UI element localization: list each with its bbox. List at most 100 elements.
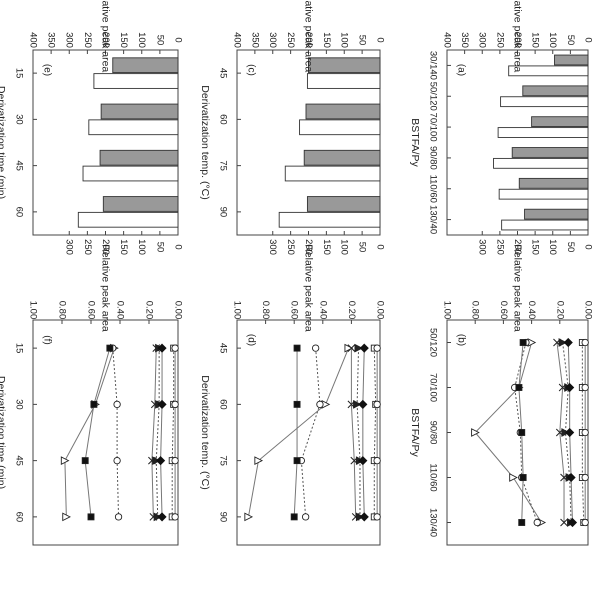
bar-series-2: [299, 119, 381, 136]
line-series-7: [171, 348, 175, 517]
bar-series-2: [497, 127, 589, 138]
point-series-2: [113, 400, 121, 409]
category-axis-title: Derivatization temp. (°C): [199, 85, 211, 199]
point-series-8: [581, 428, 589, 437]
point-series-3: [290, 513, 298, 521]
bar-series-1: [306, 196, 381, 212]
value-tick-label: 250: [82, 32, 93, 48]
category-tick-label: 45: [13, 160, 24, 171]
value-tick-label: 0.40: [114, 301, 125, 320]
value-tick-label: 0: [582, 244, 593, 249]
point-series-8: [171, 456, 179, 465]
point-series-8: [171, 400, 179, 409]
point-series-8: [373, 456, 381, 465]
category-tick-label: 90/80: [427, 146, 438, 170]
value-tick-label: 350: [249, 32, 260, 48]
value-tick-label: 0.00: [374, 301, 385, 320]
point-series-6: [565, 382, 575, 393]
point-series-3: [519, 474, 527, 481]
value-tick-label: 0: [172, 244, 183, 249]
value-tick-label: 0.20: [346, 301, 357, 320]
category-tick-label: 70/100: [427, 113, 438, 142]
value-tick-label: 0.20: [143, 301, 154, 320]
value-tick-label: 0: [374, 244, 385, 249]
line-series-3: [293, 348, 298, 517]
point-series-1: [471, 428, 480, 437]
value-tick-label: 250: [285, 32, 296, 48]
value-tick-label: 200: [303, 239, 314, 255]
bar-series-2: [306, 73, 381, 89]
value-tick-label: 0: [374, 37, 385, 42]
bar-series-2: [77, 211, 179, 228]
point-series-8: [373, 513, 381, 521]
value-axis-title: Total relative peak area: [100, 0, 112, 72]
value-tick-label: 200: [100, 239, 111, 255]
point-series-6: [358, 456, 368, 466]
point-series-3: [293, 344, 301, 352]
point-series-2: [533, 518, 541, 527]
point-series-8: [373, 344, 381, 352]
point-series-5: [558, 338, 568, 347]
point-series-6: [567, 517, 578, 528]
plot-frame: [236, 319, 381, 546]
category-tick-label: 60: [217, 399, 228, 410]
category-tick-label: 60: [13, 207, 24, 218]
line-series-1: [64, 347, 115, 517]
category-axis-title: Derivatization time (min): [0, 86, 7, 199]
point-series-8: [171, 344, 179, 352]
value-axis-title: Total relative peak area: [303, 0, 315, 72]
panel-label: (e): [41, 64, 52, 76]
category-tick-label: 130/40: [427, 205, 438, 234]
bar-series-1: [305, 103, 381, 120]
value-tick-label: 400: [441, 32, 452, 48]
value-tick-label: 250: [285, 239, 296, 255]
panel-b: [446, 319, 589, 546]
value-tick-label: 1.00: [231, 301, 242, 320]
line-series-4: [151, 348, 157, 517]
point-series-1: [62, 512, 71, 522]
value-tick-label: 0.00: [582, 301, 593, 320]
value-tick-label: 0.40: [317, 301, 328, 320]
point-series-3: [106, 344, 114, 352]
value-tick-label: 150: [118, 32, 129, 48]
point-series-6: [358, 399, 368, 409]
panel-label: (f): [41, 335, 52, 344]
panel-label: (c): [245, 64, 256, 76]
line-series-7: [373, 348, 377, 517]
panel-label: (d): [245, 334, 256, 346]
category-tick-label: 45: [217, 343, 228, 354]
point-series-6: [156, 456, 166, 466]
category-tick-label: 30: [13, 399, 24, 410]
bar-series-1: [518, 177, 589, 189]
category-tick-label: 110/60: [427, 175, 438, 203]
point-series-6: [359, 512, 369, 522]
bar-series-1: [303, 149, 381, 166]
panel-e: [32, 49, 179, 236]
category-tick-label: 70/100: [427, 373, 438, 402]
point-series-5: [353, 400, 362, 409]
line-series-2: [300, 348, 321, 517]
value-tick-label: 300: [267, 239, 278, 255]
point-series-8: [373, 400, 381, 409]
category-tick-label: 90: [217, 512, 228, 523]
value-tick-label: 1.00: [27, 301, 38, 320]
bar-series-2: [284, 165, 381, 182]
plot-frame: [446, 49, 589, 236]
category-tick-label: 110/60: [427, 463, 438, 491]
value-tick-label: 300: [64, 32, 75, 48]
value-tick-label: 100: [136, 32, 147, 48]
value-tick-label: 0.80: [470, 301, 481, 320]
category-tick-label: 90/80: [427, 421, 438, 445]
point-series-2: [311, 344, 320, 352]
bar-series-1: [100, 103, 179, 120]
bar-series-1: [531, 116, 589, 128]
category-tick-label: 60: [13, 512, 24, 523]
value-tick-label: 300: [64, 239, 75, 255]
value-tick-label: 0.60: [85, 301, 96, 320]
point-series-6: [565, 427, 575, 438]
panel-label: (a): [455, 64, 466, 76]
point-series-3: [519, 339, 527, 346]
point-series-6: [157, 343, 167, 353]
value-tick-label: 1.00: [441, 301, 452, 320]
